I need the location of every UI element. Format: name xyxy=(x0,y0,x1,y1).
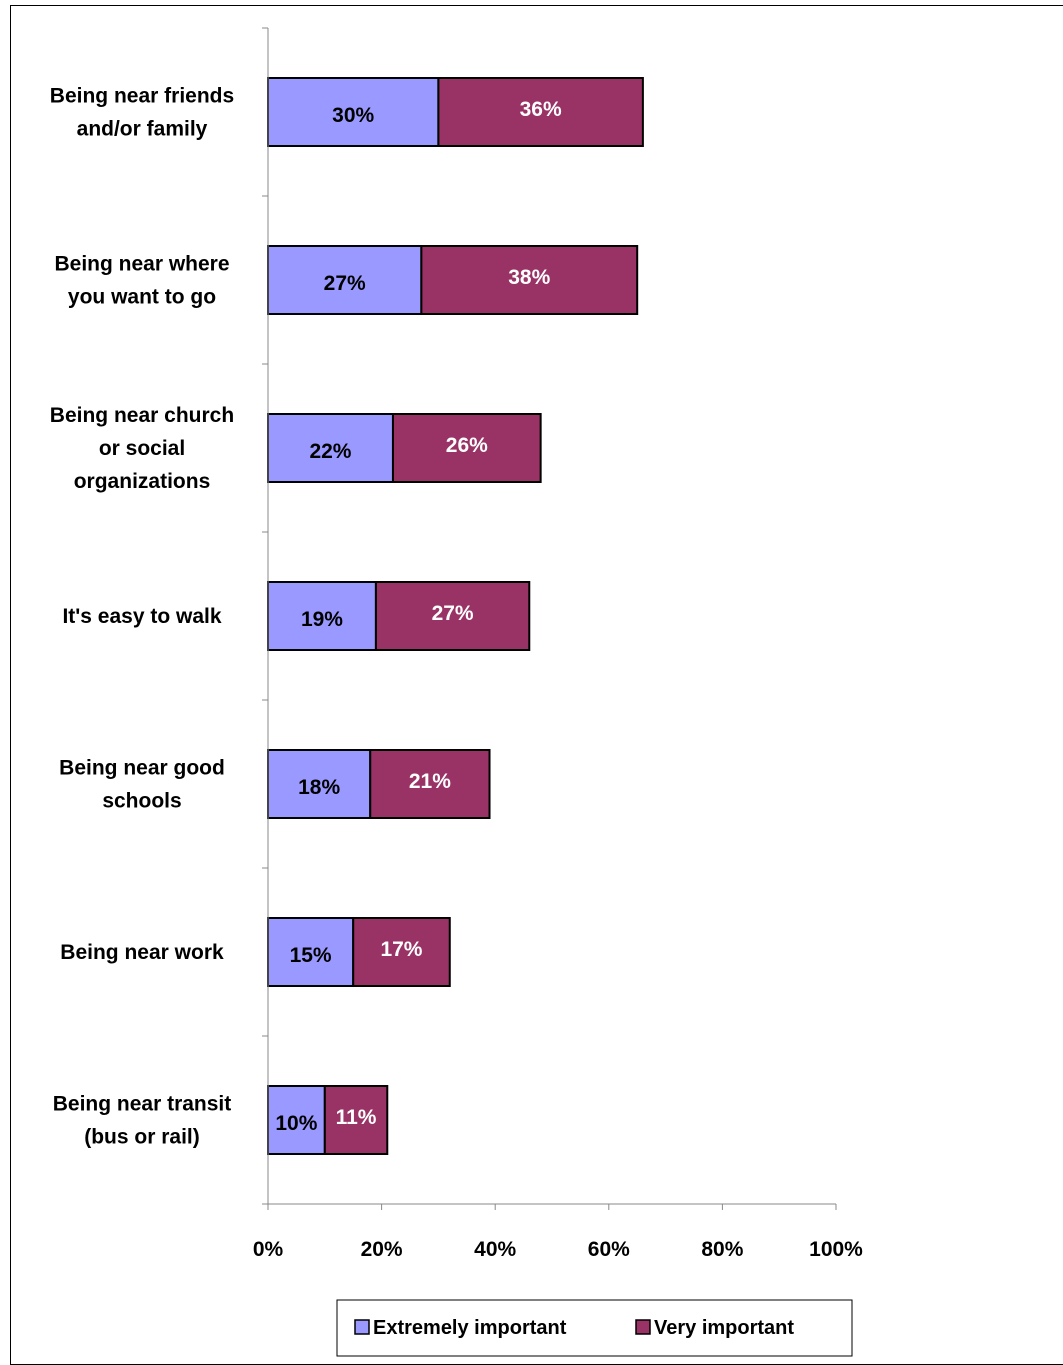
data-label: 30% xyxy=(332,104,374,127)
bar-very-0 xyxy=(437,77,644,147)
bar-very-2 xyxy=(391,413,542,483)
category-label: Being near work xyxy=(60,941,224,964)
x-tick-label: 40% xyxy=(474,1238,516,1261)
data-label: 17% xyxy=(380,938,422,961)
legend-swatch-extremely-important xyxy=(354,1319,370,1335)
legend: Extremely important Very important xyxy=(336,1299,853,1357)
x-tick-label: 100% xyxy=(809,1238,863,1261)
category-label: Being near church or social organizations xyxy=(50,404,234,493)
x-tick-label: 60% xyxy=(588,1238,630,1261)
bar-very-4 xyxy=(369,749,491,819)
bar-very-5 xyxy=(352,917,451,987)
data-label: 15% xyxy=(290,944,332,967)
legend-box xyxy=(336,1299,853,1357)
data-label: 10% xyxy=(275,1112,317,1135)
category-label: Being near transit (bus or rail) xyxy=(53,1093,232,1149)
category-label: Being near good schools xyxy=(59,757,225,813)
axes: 0% 20% 40% 60% 80% 100% xyxy=(253,27,863,1261)
data-label: 38% xyxy=(508,266,550,289)
legend-label: Extremely important xyxy=(373,1317,567,1339)
bar-very-6 xyxy=(323,1085,389,1155)
bar-extremely-4 xyxy=(267,749,372,819)
category-labels: Being near friends and/or family Being nea… xyxy=(50,85,234,1149)
legend-swatch-very-important xyxy=(635,1319,651,1335)
data-label: 22% xyxy=(309,440,351,463)
data-label: 19% xyxy=(301,608,343,631)
x-tick-label: 0% xyxy=(253,1238,284,1261)
bar-extremely-1 xyxy=(267,245,423,315)
category-label: Being near where you want to go xyxy=(54,253,229,309)
bar-very-3 xyxy=(374,581,531,651)
bar-very-1 xyxy=(420,245,639,315)
data-label: 27% xyxy=(432,602,474,625)
data-label: 18% xyxy=(298,776,340,799)
data-label: 36% xyxy=(520,98,562,121)
legend-label: Very important xyxy=(654,1317,794,1339)
x-tick-label: 20% xyxy=(361,1238,403,1261)
bars: 30% 36% 27% 38% 22% 26% 19% 27% 18% 21% 15% 17% 10% 1… xyxy=(267,77,644,1155)
data-label: 27% xyxy=(324,272,366,295)
x-tick-label: 80% xyxy=(701,1238,743,1261)
data-label: 26% xyxy=(446,434,488,457)
data-label: 11% xyxy=(336,1106,377,1129)
chart-frame xyxy=(10,5,1063,1365)
category-label: It's easy to walk xyxy=(62,605,221,628)
bar-extremely-6 xyxy=(267,1085,326,1155)
category-label: Being near friends and/or family xyxy=(50,85,234,141)
bar-extremely-0 xyxy=(267,77,440,147)
data-label: 21% xyxy=(409,770,451,793)
